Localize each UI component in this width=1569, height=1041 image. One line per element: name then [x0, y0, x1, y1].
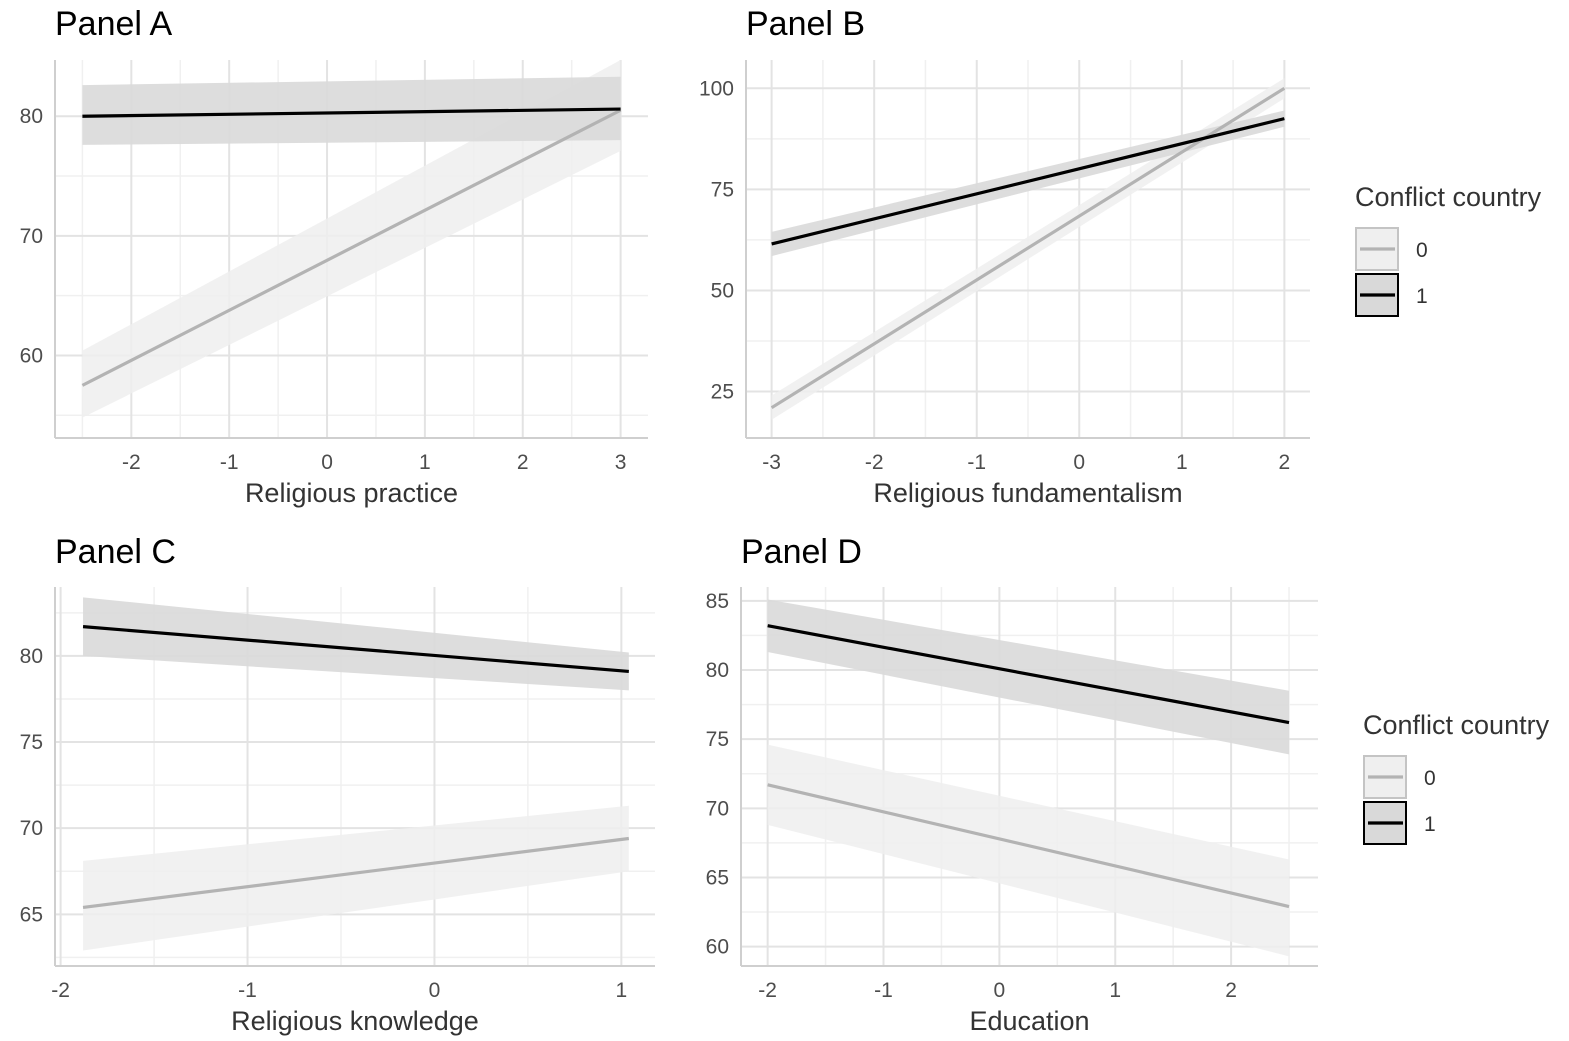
x-tick-label: -1: [220, 451, 239, 474]
x-tick-label: -2: [865, 451, 884, 474]
confidence-band-series-1: [767, 599, 1290, 755]
x-tick-label: 0: [1073, 451, 1085, 474]
panel-title: Panel C: [55, 533, 176, 571]
confidence-band-series-0: [83, 805, 629, 951]
confidence-band-series-0: [767, 744, 1290, 957]
x-tick-label: -1: [874, 979, 893, 1002]
x-axis-title: Religious knowledge: [231, 1006, 479, 1036]
y-tick-label: 50: [711, 279, 734, 302]
y-tick-label: 60: [706, 936, 729, 959]
x-tick-label: 0: [994, 979, 1006, 1002]
confidence-band-series-1: [82, 76, 621, 145]
line-series-0: [81, 108, 622, 387]
y-tick-label: 65: [20, 903, 43, 926]
panel-title: Panel D: [741, 533, 862, 571]
x-tick-label: 1: [419, 451, 431, 474]
y-tick-label: 60: [20, 344, 43, 367]
x-tick-label: 2: [517, 451, 529, 474]
line-series-0: [82, 836, 630, 910]
panel-title: Panel A: [55, 5, 173, 43]
panel-title: Panel B: [746, 5, 865, 43]
y-tick-label: 70: [20, 817, 43, 840]
x-tick-label: -1: [967, 451, 986, 474]
x-tick-label: 1: [1176, 451, 1188, 474]
x-tick-label: -2: [122, 451, 141, 474]
x-tick-label: 2: [1279, 451, 1291, 474]
y-tick-label: 65: [706, 866, 729, 889]
y-tick-label: 75: [20, 731, 43, 754]
y-tick-label: 70: [20, 225, 43, 248]
panel-d: -2 -1 0 1 2 60 65 70 75 80 85 Panel D Education: [706, 533, 1318, 1036]
y-tick-label: 75: [711, 178, 734, 201]
legend: Conflict country 0 1: [1363, 710, 1550, 845]
line-series-1: [82, 107, 621, 118]
legend-title: Conflict country: [1363, 710, 1550, 740]
y-tick-label: 80: [20, 645, 43, 668]
legend-label: 0: [1424, 767, 1436, 790]
line-series-0: [770, 86, 1286, 410]
panel-c: -2 -1 0 1 65 70 75 80 Panel C Religious knowledge: [20, 533, 655, 1036]
x-axis-title: Religious fundamentalism: [873, 478, 1182, 508]
x-tick-label: 2: [1225, 979, 1237, 1002]
x-tick-label: -2: [51, 979, 70, 1002]
panel-a: -2 -1 0 1 2 3 60 70 80 Panel A Religious practice: [20, 5, 648, 508]
x-tick-label: -1: [238, 979, 257, 1002]
y-tick-label: 80: [20, 105, 43, 128]
x-tick-label: 0: [429, 979, 441, 1002]
line-series-1: [767, 624, 1290, 725]
panel-b: -3 -2 -1 0 1 2 25 50 75 100 Panel B Religious funda…: [699, 5, 1310, 508]
x-tick-label: 1: [1109, 979, 1121, 1002]
line-series-1: [82, 625, 629, 674]
x-axis-title: Education: [969, 1006, 1089, 1036]
x-tick-label: -3: [762, 451, 781, 474]
y-tick-label: 85: [706, 590, 729, 613]
legend-label: 1: [1416, 285, 1428, 308]
x-tick-label: 1: [616, 979, 628, 1002]
x-tick-label: 3: [615, 451, 627, 474]
y-tick-label: 75: [706, 728, 729, 751]
legend-title: Conflict country: [1355, 182, 1542, 212]
line-series-1: [771, 117, 1285, 246]
y-tick-label: 100: [699, 77, 734, 100]
x-tick-label: -2: [758, 979, 777, 1002]
confidence-band-series-0: [82, 60, 621, 418]
confidence-band-series-1: [771, 110, 1285, 257]
y-tick-label: 70: [706, 797, 729, 820]
y-tick-label: 25: [711, 381, 734, 404]
legend-label: 1: [1424, 813, 1436, 836]
x-tick-label: 0: [321, 451, 333, 474]
x-axis-title: Religious practice: [245, 478, 458, 508]
line-series-0: [767, 783, 1290, 909]
legend-label: 0: [1416, 239, 1428, 262]
y-tick-label: 80: [706, 659, 729, 682]
legend: Conflict country 0 1: [1355, 182, 1542, 317]
confidence-band-series-1: [83, 597, 629, 691]
